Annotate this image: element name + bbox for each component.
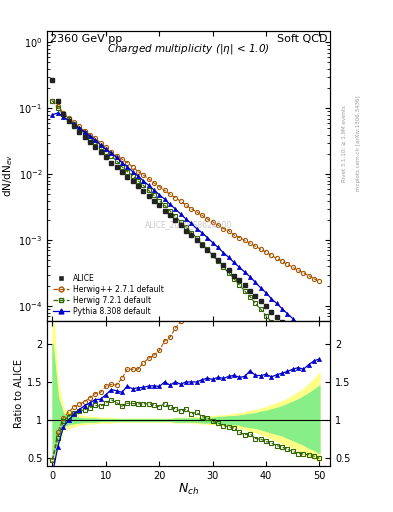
Text: Charged multiplicity (|$\eta$| < 1.0): Charged multiplicity (|$\eta$| < 1.0) <box>107 42 270 56</box>
Y-axis label: Ratio to ALICE: Ratio to ALICE <box>14 359 24 428</box>
Text: Rivet 3.1.10; ≥ 1.9M events: Rivet 3.1.10; ≥ 1.9M events <box>342 105 347 182</box>
Text: ALICE_2010_S8624100: ALICE_2010_S8624100 <box>145 221 232 229</box>
X-axis label: $N_{ch}$: $N_{ch}$ <box>178 482 199 497</box>
Text: mcplots.cern.ch [arXiv:1306.3436]: mcplots.cern.ch [arXiv:1306.3436] <box>356 96 361 191</box>
Text: 2360 GeV pp: 2360 GeV pp <box>50 34 122 44</box>
Y-axis label: dN/dN$_{ev}$: dN/dN$_{ev}$ <box>2 154 15 197</box>
Legend: ALICE, Herwig++ 2.7.1 default, Herwig 7.2.1 default, Pythia 8.308 default: ALICE, Herwig++ 2.7.1 default, Herwig 7.… <box>51 272 165 317</box>
Text: Soft QCD: Soft QCD <box>277 34 327 44</box>
